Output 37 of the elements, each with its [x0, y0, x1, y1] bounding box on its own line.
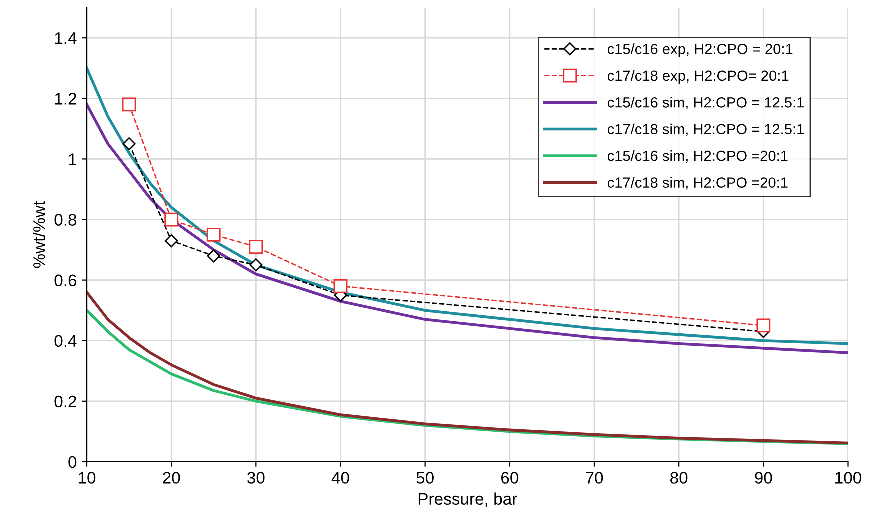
x-tick-label: 60: [501, 472, 519, 484]
point: [164, 212, 179, 227]
line-series: [87, 66, 848, 346]
point: [206, 228, 221, 242]
legend-label: c17/c18 sim, H2:CPO =20:1: [608, 177, 788, 190]
x-tick-label: 30: [248, 472, 265, 484]
legend-label: c15/c16 sim, H2:CPO =20:1: [608, 150, 788, 163]
legend-label: c15/c16 exp, H2:CPO = 20:1: [608, 44, 793, 58]
point: [249, 240, 264, 254]
x-tick-label: 20: [163, 472, 180, 484]
legend-label: c17/c18 sim, H2:CPO = 12.5:1: [608, 124, 804, 136]
point: [164, 234, 178, 248]
point: [756, 318, 771, 333]
x-tick-label: 10: [79, 472, 96, 484]
x-tick-label: 50: [416, 472, 434, 484]
y-tick-label: 0: [68, 456, 77, 468]
y-tick-label: 0.8: [54, 214, 77, 226]
point: [122, 98, 136, 112]
point: [334, 279, 348, 294]
x-tick-label: 100: [836, 472, 862, 484]
y-tick-label: 0.4: [54, 335, 77, 348]
y-tick-label: 1: [69, 154, 76, 166]
legend-label: c17/c18 exp, H2:CPO= 20:1: [608, 70, 789, 84]
x-axis-title: Pressure, bar: [418, 492, 518, 507]
point: [207, 250, 220, 263]
y-axis-title: %wt/%wt: [33, 201, 46, 268]
y-tick-label: 1.4: [55, 32, 77, 44]
y-tick-label: 0.2: [54, 396, 76, 408]
y-tick-label: 1.2: [55, 93, 76, 105]
x-tick-label: 40: [332, 472, 350, 484]
point: [122, 137, 136, 151]
x-tick-label: 70: [586, 472, 604, 484]
y-tick-label: 0.6: [54, 274, 77, 287]
x-tick-label: 80: [670, 472, 688, 484]
x-tick-label: 90: [755, 472, 772, 484]
legend-label: c15/c16 sim, H2:CPO = 12.5:1: [608, 97, 804, 110]
point: [250, 258, 263, 272]
